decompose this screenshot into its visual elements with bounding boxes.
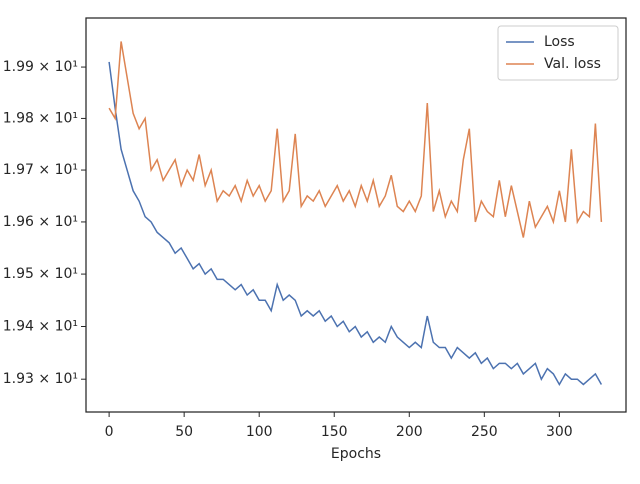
x-tick-label: 0	[105, 424, 114, 440]
legend-box	[497, 25, 619, 81]
x-tick-label: 50	[175, 424, 193, 440]
y-tick-label: 1.96 × 10¹	[3, 214, 78, 230]
series-line	[108, 41, 603, 238]
plot-frame	[85, 17, 627, 413]
legend-label: Loss	[544, 34, 575, 50]
x-tick-label: 250	[471, 424, 498, 440]
y-tick-label: 1.98 × 10¹	[3, 110, 78, 126]
y-tick-label: 1.95 × 10¹	[3, 266, 78, 282]
y-tick-label: 1.99 × 10¹	[3, 59, 78, 75]
x-tick-label: 300	[546, 424, 573, 440]
series-line	[108, 61, 603, 386]
x-tick-label: 100	[246, 424, 273, 440]
x-axis-label: Epochs	[331, 446, 381, 462]
x-tick-label: 200	[396, 424, 423, 440]
legend-label: Val. loss	[544, 56, 601, 72]
y-tick-label: 1.94 × 10¹	[3, 319, 78, 335]
x-tick-label: 150	[321, 424, 348, 440]
y-tick-label: 1.93 × 10¹	[3, 371, 78, 387]
lines	[108, 41, 603, 386]
y-tick-label: 1.97 × 10¹	[3, 162, 78, 178]
